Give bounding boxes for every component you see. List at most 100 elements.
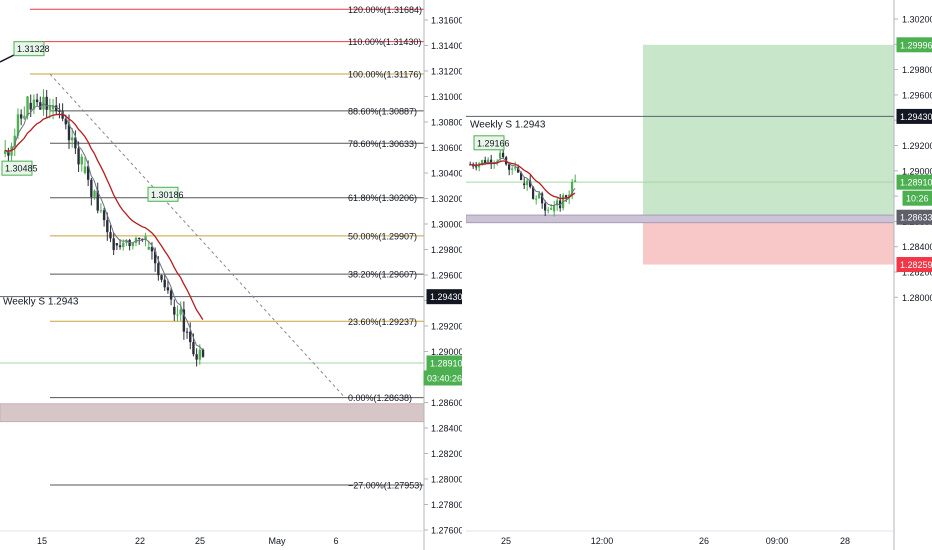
candle-body bbox=[574, 180, 577, 182]
candle-body bbox=[55, 105, 58, 111]
left-time-label: 15 bbox=[37, 536, 47, 546]
left-price-label: 1.30800 bbox=[431, 118, 464, 128]
candle-body bbox=[568, 194, 571, 198]
candle-body bbox=[532, 186, 535, 199]
candle-body bbox=[502, 152, 505, 158]
support-zone[interactable] bbox=[0, 403, 425, 423]
left-price-label: 1.30600 bbox=[431, 143, 464, 153]
candle-body bbox=[93, 190, 96, 197]
candle-body bbox=[481, 160, 484, 164]
ema-fast-line bbox=[4, 102, 204, 351]
candle-body bbox=[144, 236, 147, 241]
ema-slow-line bbox=[469, 160, 576, 200]
candle-body bbox=[102, 210, 106, 221]
left-price-label: 1.29600 bbox=[431, 271, 464, 281]
candle-body bbox=[86, 166, 90, 180]
price-callout: 1.30186 bbox=[151, 190, 184, 200]
fib-level-label: 88.60%(1.30887) bbox=[348, 106, 417, 116]
left-price-label: 1.31600 bbox=[431, 16, 464, 26]
left-chart[interactable]: 120.00%(1.31684) 110.00%(1.31430) 100.00%(… bbox=[0, 0, 466, 550]
left-time-axis[interactable]: 15 22 25 May 6 bbox=[37, 536, 339, 546]
candle-body bbox=[535, 198, 538, 200]
right-time-label: 26 bbox=[699, 536, 709, 546]
candle-body bbox=[475, 166, 478, 168]
target-price-badge: 1.29996 bbox=[900, 40, 932, 50]
candle-body bbox=[490, 159, 493, 165]
right-candles bbox=[469, 148, 577, 217]
fib-level-label: 38.20%(1.29607) bbox=[348, 270, 417, 280]
right-chart[interactable]: 1.29166 Weekly S 1.2943 1.302001.300001.… bbox=[466, 0, 932, 550]
left-price-label: 1.28600 bbox=[431, 398, 464, 408]
price-callout: 1.29166 bbox=[477, 138, 510, 148]
price-callout-bg bbox=[1, 160, 33, 176]
candle-body bbox=[559, 200, 562, 209]
fib-level-label: 23.60%(1.29237) bbox=[348, 317, 417, 327]
left-price-label: 1.28000 bbox=[431, 475, 464, 485]
candle-body bbox=[179, 309, 182, 315]
fib-anchor-line[interactable] bbox=[49, 73, 346, 398]
right-price-label: 1.30200 bbox=[902, 15, 932, 25]
profit-zone[interactable] bbox=[643, 44, 894, 218]
price-callout-bg bbox=[147, 186, 179, 202]
bar-countdown: 10:26 bbox=[906, 194, 929, 204]
right-time-label: 28 bbox=[840, 536, 850, 546]
target-price-badge-bg bbox=[896, 37, 932, 53]
left-price-label: 1.28200 bbox=[431, 449, 464, 459]
left-time-label: 22 bbox=[135, 536, 145, 546]
panel-divider[interactable] bbox=[462, 0, 466, 550]
candle-body bbox=[544, 203, 547, 211]
right-price-label: 1.29800 bbox=[902, 65, 932, 75]
candle-body bbox=[526, 180, 529, 186]
support-zone[interactable] bbox=[466, 214, 895, 224]
right-time-axis[interactable]: 25 12:00 26 09:00 28 bbox=[501, 536, 850, 546]
candle-body bbox=[96, 190, 99, 211]
candle-body bbox=[90, 179, 93, 197]
right-time-label: 12:00 bbox=[591, 536, 614, 546]
candle-body bbox=[71, 137, 74, 141]
candle-body bbox=[511, 168, 514, 170]
fib-level-label: 50.00%(1.29907) bbox=[348, 231, 417, 241]
candle-body bbox=[77, 148, 80, 165]
candle-body bbox=[16, 114, 20, 136]
candle-body bbox=[23, 115, 26, 119]
right-price-label: 1.29600 bbox=[902, 90, 932, 100]
ema-fast-line bbox=[469, 157, 576, 206]
right-price-axis[interactable]: 1.302001.300001.298001.296001.294001.292… bbox=[894, 15, 932, 303]
right-time-label: 25 bbox=[501, 536, 511, 546]
candle-body bbox=[523, 183, 526, 186]
left-price-axis[interactable]: 1.31600 1.31400 1.31200 1.31000 1.30800 1.306… bbox=[423, 16, 464, 536]
candle-body bbox=[99, 210, 103, 212]
candle-body bbox=[29, 102, 32, 110]
candle-body bbox=[529, 180, 532, 187]
right-time-label: 09:00 bbox=[766, 536, 789, 546]
left-price-label: 1.30000 bbox=[431, 220, 464, 230]
price-callout-bg bbox=[13, 41, 45, 57]
candle-body bbox=[484, 160, 487, 164]
candle-body bbox=[58, 110, 61, 112]
weekly-price-badge: 1.29430 bbox=[430, 292, 463, 302]
candle-body bbox=[508, 164, 511, 170]
candle-body bbox=[35, 99, 39, 103]
left-weekly-support-label: Weekly S 1.2943 bbox=[3, 297, 79, 308]
candle-body bbox=[32, 99, 36, 110]
candle-body bbox=[118, 245, 122, 248]
left-price-label: 1.30200 bbox=[431, 194, 464, 204]
candle-body bbox=[131, 242, 135, 246]
right-weekly-support-label: Weekly S 1.2943 bbox=[470, 119, 546, 130]
long-position-tool[interactable] bbox=[643, 44, 894, 265]
candle-body bbox=[201, 349, 205, 357]
candle-body bbox=[64, 118, 68, 125]
price-callout: 1.30485 bbox=[5, 164, 38, 174]
candle-body bbox=[550, 208, 553, 210]
left-price-label: 1.31000 bbox=[431, 92, 464, 102]
candle-body bbox=[138, 237, 141, 239]
fib-level-label: −27.00%(1.27953) bbox=[348, 480, 422, 490]
candle-body bbox=[80, 156, 83, 165]
left-candles bbox=[4, 89, 205, 367]
candle-body bbox=[122, 242, 125, 248]
candle-body bbox=[198, 349, 202, 360]
loss-zone[interactable] bbox=[643, 217, 894, 265]
candle-body bbox=[173, 306, 176, 315]
candle-body bbox=[7, 150, 10, 156]
candle-body bbox=[157, 263, 160, 276]
